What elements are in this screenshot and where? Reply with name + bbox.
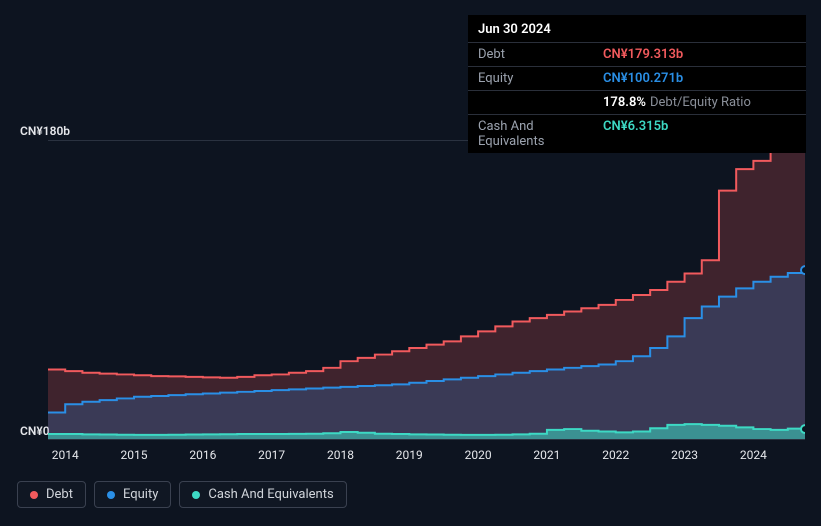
x-axis-label: 2020 <box>465 448 492 462</box>
tooltip-date: Jun 30 2024 <box>468 15 806 42</box>
equity-endpoint <box>801 266 805 274</box>
cash-endpoint <box>801 425 805 433</box>
tooltip-row-suffix: Debt/Equity Ratio <box>650 95 751 110</box>
tooltip-row: DebtCN¥179.313b <box>468 42 806 66</box>
legend: Debt Equity Cash And Equivalents <box>17 481 347 508</box>
tooltip-row: Cash And EquivalentsCN¥6.315b <box>468 114 806 153</box>
x-axis-label: 2014 <box>52 448 79 462</box>
tooltip-row-label <box>478 95 603 110</box>
chart-plot-area[interactable] <box>48 140 805 440</box>
x-axis-label: 2024 <box>740 448 767 462</box>
tooltip-row-label: Debt <box>478 47 603 62</box>
x-axis-label: 2017 <box>258 448 285 462</box>
x-axis-label: 2016 <box>189 448 216 462</box>
tooltip-row-value: CN¥179.313b <box>603 47 683 62</box>
legend-label: Cash And Equivalents <box>208 487 333 502</box>
tooltip-row-value: 178.8% <box>603 95 646 110</box>
tooltip-row: EquityCN¥100.271b <box>468 66 806 90</box>
x-axis-label: 2022 <box>602 448 629 462</box>
x-axis-label: 2019 <box>396 448 423 462</box>
tooltip-row-label: Equity <box>478 71 603 86</box>
legend-item[interactable]: Cash And Equivalents <box>179 481 346 508</box>
y-axis-top-label: CN¥180b <box>20 124 70 138</box>
legend-label: Equity <box>123 487 158 502</box>
legend-label: Debt <box>46 487 73 502</box>
legend-dot-icon <box>30 491 38 499</box>
legend-dot-icon <box>192 491 200 499</box>
x-axis-label: 2018 <box>327 448 354 462</box>
tooltip-row-label: Cash And Equivalents <box>478 119 603 149</box>
y-axis-bottom-label: CN¥0 <box>20 424 50 438</box>
legend-dot-icon <box>107 491 115 499</box>
x-axis-label: 2015 <box>121 448 148 462</box>
tooltip-row: 178.8% Debt/Equity Ratio <box>468 90 806 114</box>
x-axis-label: 2023 <box>671 448 698 462</box>
x-axis: 2014 2015 2016 2017 2018 2019 2020 2021 2022 2023… <box>48 448 805 468</box>
tooltip-row-value: CN¥6.315b <box>603 119 668 149</box>
legend-item[interactable]: Debt <box>17 481 86 508</box>
tooltip-row-value: CN¥100.271b <box>603 71 683 86</box>
legend-item[interactable]: Equity <box>94 481 171 508</box>
x-axis-label: 2021 <box>533 448 560 462</box>
chart-tooltip: Jun 30 2024 DebtCN¥179.313bEquityCN¥100.… <box>468 15 806 153</box>
